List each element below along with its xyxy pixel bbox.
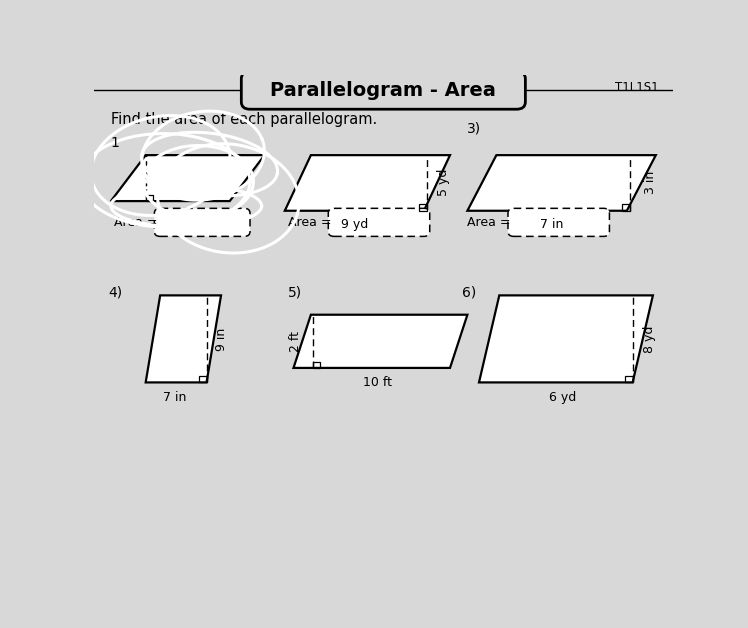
Text: 9 in: 9 in bbox=[215, 327, 228, 350]
FancyBboxPatch shape bbox=[508, 208, 610, 236]
FancyBboxPatch shape bbox=[242, 72, 525, 109]
Text: Parallelogram - Area: Parallelogram - Area bbox=[271, 81, 496, 100]
Text: 8 yd: 8 yd bbox=[643, 325, 656, 352]
Text: Area =: Area = bbox=[468, 216, 511, 229]
Text: 4): 4) bbox=[108, 286, 122, 300]
Text: Area =: Area = bbox=[114, 216, 157, 229]
Text: 7 in: 7 in bbox=[540, 218, 563, 231]
Text: Area =: Area = bbox=[288, 216, 331, 229]
Text: 10 ft: 10 ft bbox=[363, 376, 392, 389]
Text: 3): 3) bbox=[468, 122, 482, 136]
FancyBboxPatch shape bbox=[154, 208, 250, 236]
Text: 7 in: 7 in bbox=[163, 391, 186, 404]
Polygon shape bbox=[479, 295, 653, 382]
Polygon shape bbox=[468, 155, 656, 211]
Text: 9 yd: 9 yd bbox=[341, 218, 368, 231]
Text: 3 in: 3 in bbox=[644, 171, 657, 194]
Text: 2 ft: 2 ft bbox=[289, 331, 302, 352]
FancyBboxPatch shape bbox=[328, 208, 429, 236]
Text: 5): 5) bbox=[288, 286, 302, 300]
Text: Find the area of each parallelogram.: Find the area of each parallelogram. bbox=[111, 112, 377, 127]
Text: T1L1S1: T1L1S1 bbox=[615, 81, 659, 94]
Text: 6 yd: 6 yd bbox=[550, 391, 577, 404]
Text: 1: 1 bbox=[111, 136, 120, 150]
Polygon shape bbox=[111, 155, 265, 201]
Polygon shape bbox=[146, 295, 221, 382]
Text: 6): 6) bbox=[462, 286, 476, 300]
Polygon shape bbox=[293, 315, 468, 368]
Polygon shape bbox=[285, 155, 450, 211]
Text: 5 yd: 5 yd bbox=[438, 169, 450, 197]
